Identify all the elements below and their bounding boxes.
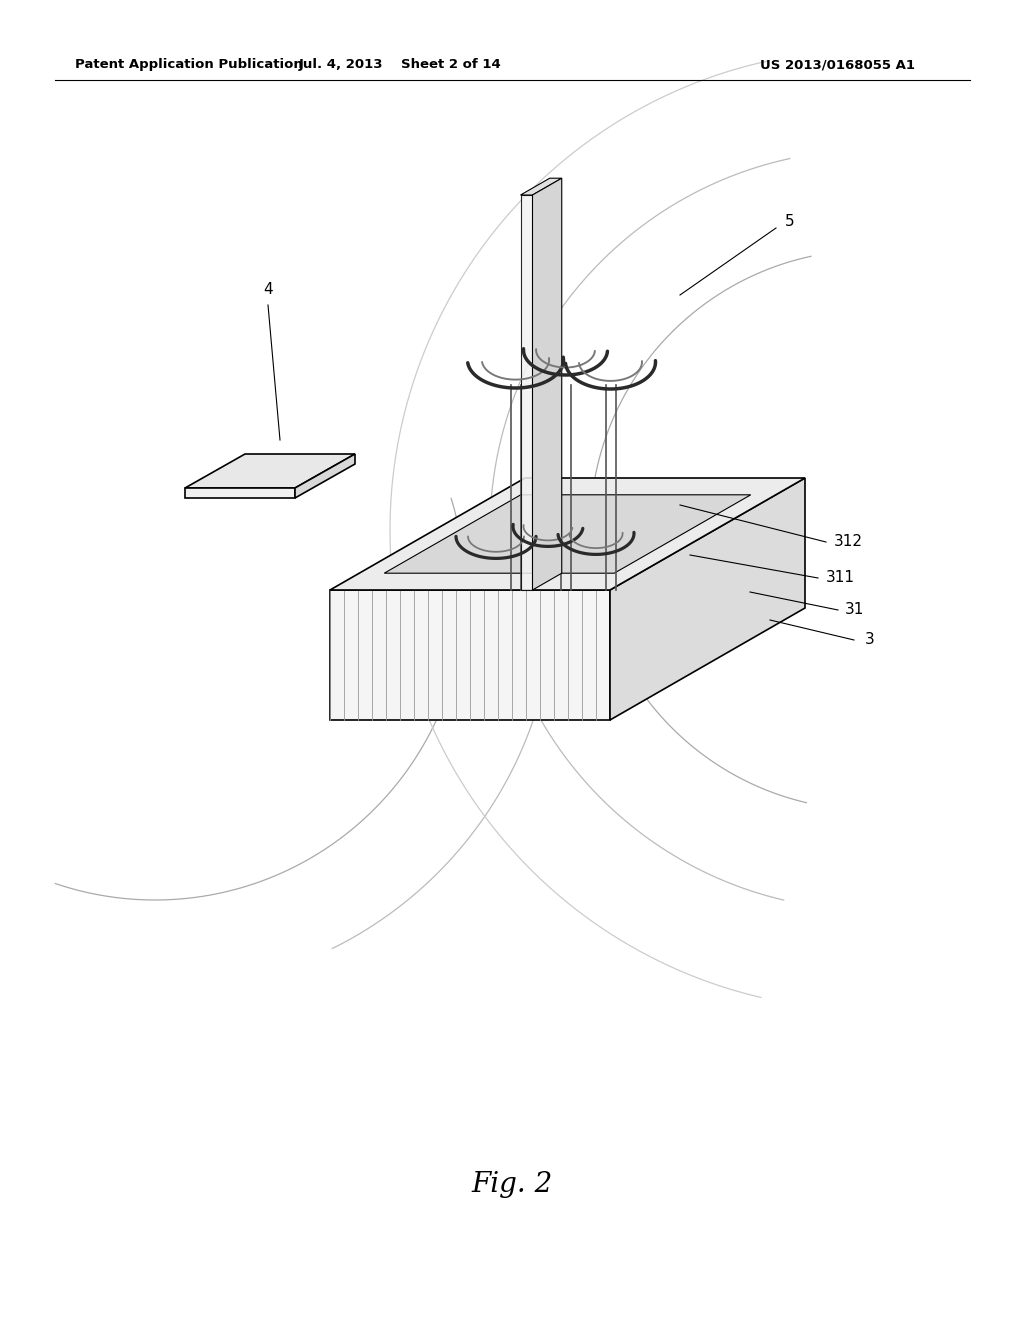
Polygon shape [520, 178, 562, 195]
Text: Patent Application Publication: Patent Application Publication [75, 58, 303, 71]
Text: 5: 5 [785, 214, 795, 230]
Polygon shape [330, 590, 610, 719]
Text: Jul. 4, 2013    Sheet 2 of 14: Jul. 4, 2013 Sheet 2 of 14 [299, 58, 502, 71]
Polygon shape [532, 178, 562, 590]
Text: 312: 312 [834, 535, 862, 549]
Polygon shape [384, 495, 751, 573]
Polygon shape [185, 454, 355, 488]
Text: US 2013/0168055 A1: US 2013/0168055 A1 [760, 58, 915, 71]
Text: Fig. 2: Fig. 2 [471, 1172, 553, 1199]
Text: 3: 3 [865, 632, 874, 648]
Text: 4: 4 [263, 282, 272, 297]
Polygon shape [185, 488, 295, 498]
Polygon shape [295, 454, 355, 498]
Polygon shape [610, 478, 805, 719]
Text: 31: 31 [846, 602, 864, 618]
Polygon shape [520, 195, 532, 590]
Polygon shape [330, 478, 805, 590]
Text: 311: 311 [825, 570, 854, 586]
